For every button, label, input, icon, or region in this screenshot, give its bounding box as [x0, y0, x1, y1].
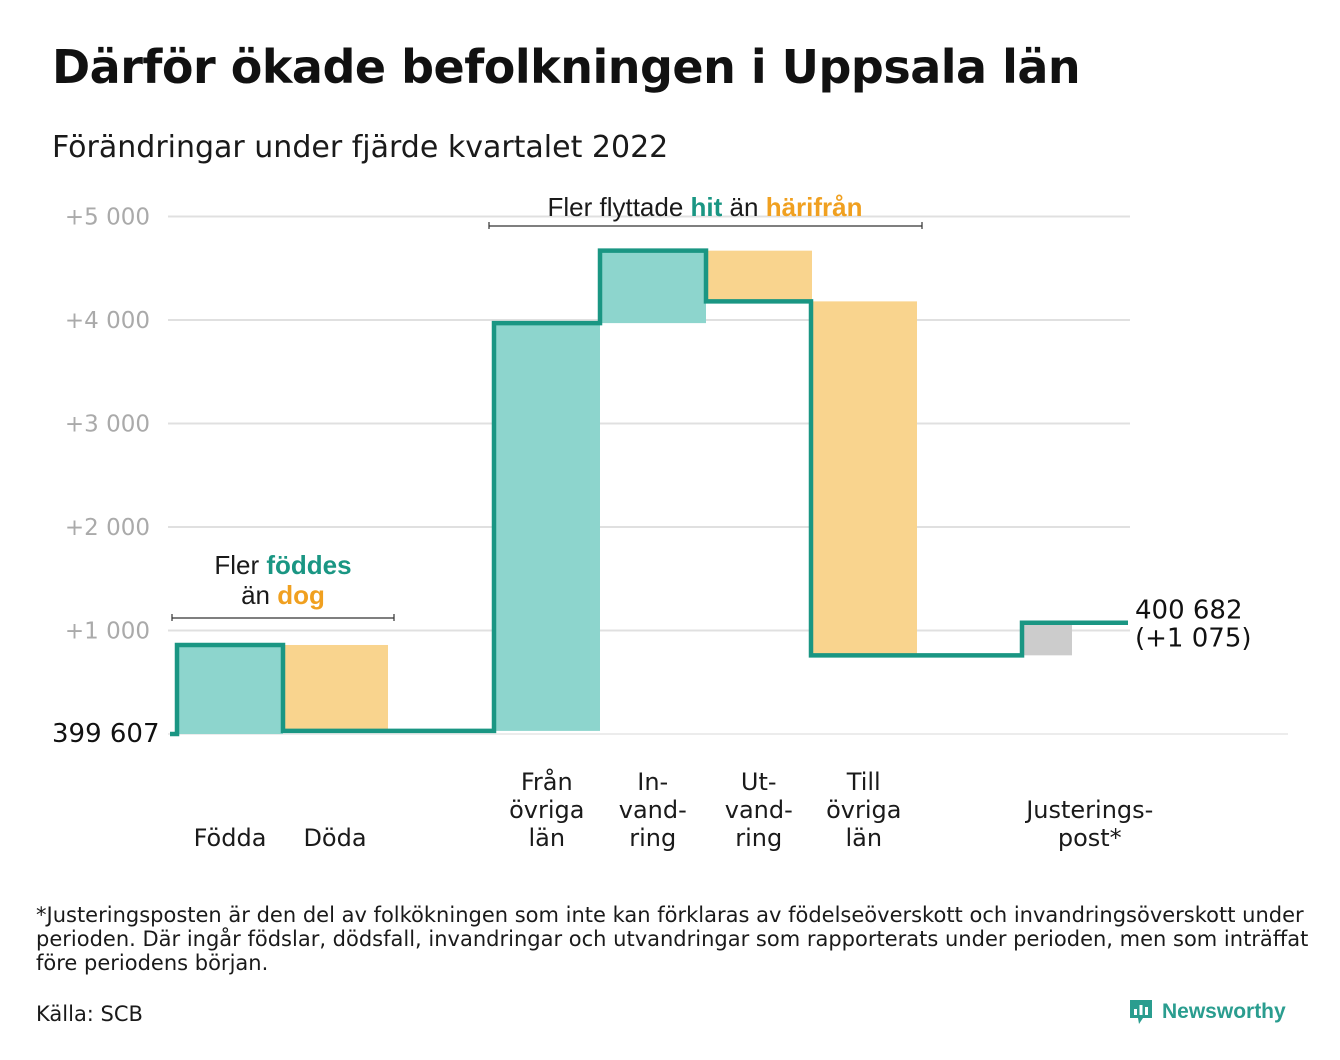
x-tick-label: Från övriga län — [509, 767, 584, 852]
footnote: *Justeringsposten är den del av folkökni… — [36, 903, 1309, 975]
x-tick-label: Döda — [303, 824, 366, 852]
end-change-label: (+1 075) — [1135, 624, 1252, 654]
x-tick-label: Till övriga län — [826, 768, 901, 852]
y-tick-label: +2 000 — [65, 515, 150, 541]
x-tick-label: Justerings-post* — [1024, 796, 1153, 852]
births-annotation-line2: än dog — [241, 580, 325, 610]
y-tick-label: +1 000 — [65, 619, 150, 645]
bar-6 — [811, 301, 917, 656]
start-value-label: 399 607 — [52, 719, 160, 749]
y-tick-label: +3 000 — [65, 412, 150, 438]
bar-4 — [600, 250, 706, 324]
labels-layer: 399 607 400 682(+1 075) Födda Döda Från övrig… — [52, 596, 1252, 852]
newsworthy-logo-icon — [1130, 1000, 1152, 1024]
brand-logo: Newsworthy — [1128, 998, 1286, 1026]
y-tick-label: +5 000 — [65, 205, 150, 231]
births-bracket — [171, 614, 395, 621]
bars-layer — [177, 250, 1072, 734]
chart-subtitle: Förändringar under fjärde kvartalet 2022 — [52, 130, 669, 165]
bar-3 — [494, 323, 600, 731]
chart-title: Därför ökade befolkningen i Uppsala län — [52, 40, 1081, 94]
y-tick-label: +4 000 — [65, 308, 150, 334]
migration-annotation: Fler flyttade hit än härifrån — [547, 192, 862, 222]
bar-1 — [177, 644, 283, 734]
line-layer — [170, 248, 1128, 737]
x-tick-label: Födda — [194, 824, 267, 852]
migration-bracket — [488, 222, 923, 229]
x-tick-label: Ut-vand-ring — [725, 768, 793, 852]
cumulative-step-line — [170, 248, 1128, 737]
brand-name: Newsworthy — [1162, 1000, 1286, 1023]
bar-7 — [1022, 622, 1072, 656]
waterfall-chart: +1 000 +2 000 +3 000 +4 000 +5 000 399 607 40… — [52, 192, 1288, 852]
grid-layer: +1 000 +2 000 +3 000 +4 000 +5 000 — [65, 205, 1288, 735]
end-value-label: 400 682 — [1135, 596, 1243, 626]
births-annotation-line1: Fler föddes — [214, 550, 351, 580]
bar-2 — [283, 644, 388, 731]
source-label: Källa: SCB — [36, 1002, 143, 1026]
bar-5 — [706, 250, 812, 302]
x-tick-label: In-vand-ring — [619, 768, 687, 852]
